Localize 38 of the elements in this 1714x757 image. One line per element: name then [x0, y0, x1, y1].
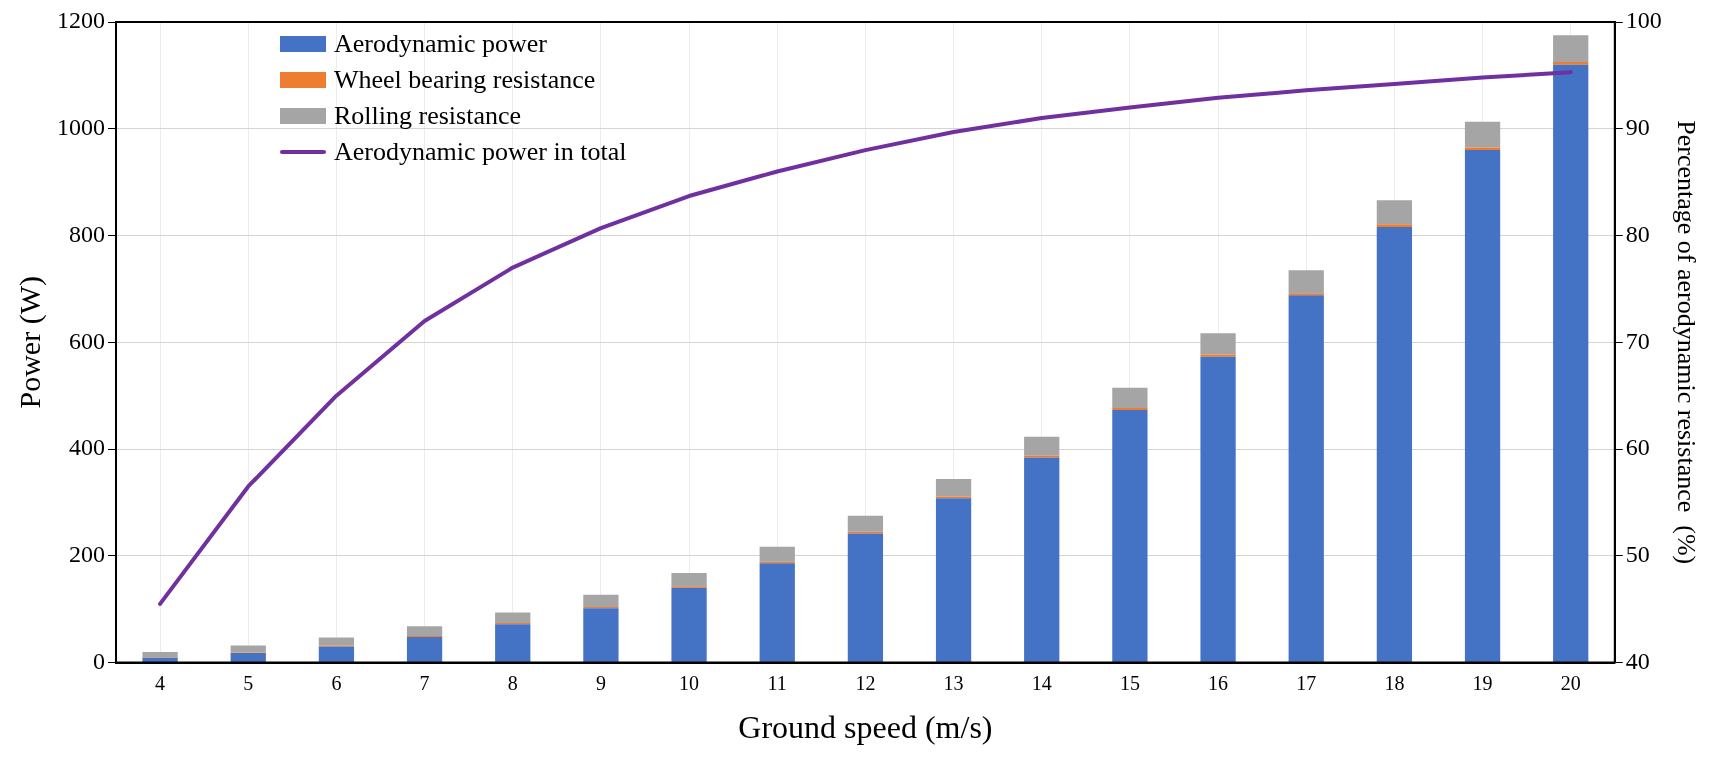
x-tick-label: 19	[1472, 671, 1493, 694]
x-tick-label: 11	[767, 671, 787, 694]
x-axis-title: Ground speed (m/s)	[738, 709, 993, 746]
x-tick-label: 6	[331, 671, 342, 694]
y-tick-label: 1200	[57, 7, 105, 34]
x-tick-label: 20	[1560, 671, 1581, 694]
y2-tick-label: 50	[1625, 541, 1650, 568]
legend-label: Aerodynamic power in total	[334, 136, 627, 168]
legend-label: Rolling resistance	[334, 100, 522, 132]
y2-tick-label: 90	[1625, 114, 1650, 141]
x-tick-label: 13	[943, 671, 964, 694]
y2-tick-label: 80	[1625, 220, 1650, 247]
y-tick-label: 200	[69, 541, 105, 568]
x-tick-label: 4	[155, 671, 166, 694]
x-tick-label: 12	[855, 671, 876, 694]
y-tick-label: 1000	[57, 114, 105, 141]
x-tick-label: 10	[679, 671, 700, 694]
x-tick-label: 5	[243, 671, 254, 694]
x-tick-label: 15	[1119, 671, 1140, 694]
y2-tick-label: 70	[1625, 327, 1650, 354]
y2-tick-label: 100	[1625, 7, 1662, 34]
x-tick-label: 16	[1208, 671, 1229, 694]
x-tick-label: 17	[1296, 671, 1317, 694]
x-tick-label: 18	[1384, 671, 1405, 694]
legend-label: Wheel bearing resistance	[334, 64, 596, 96]
x-tick-label: 8	[507, 671, 518, 694]
x-tick-label: 14	[1031, 671, 1052, 694]
y2-tick-label: 40	[1625, 647, 1650, 674]
y2-axis-title: Percentage of aerodynamic resistance (%)	[1671, 120, 1701, 565]
x-tick-label: 9	[595, 671, 606, 694]
legend-label: Aerodynamic power	[334, 28, 547, 60]
y-tick-label: 600	[69, 327, 105, 354]
y-tick-label: 400	[69, 434, 105, 461]
x-tick-label: 7	[419, 671, 430, 694]
y-tick-label: 0	[93, 647, 105, 674]
y-axis-title: Power (W)	[12, 276, 47, 409]
y2-tick-label: 60	[1625, 434, 1650, 461]
y-tick-label: 800	[69, 220, 105, 247]
